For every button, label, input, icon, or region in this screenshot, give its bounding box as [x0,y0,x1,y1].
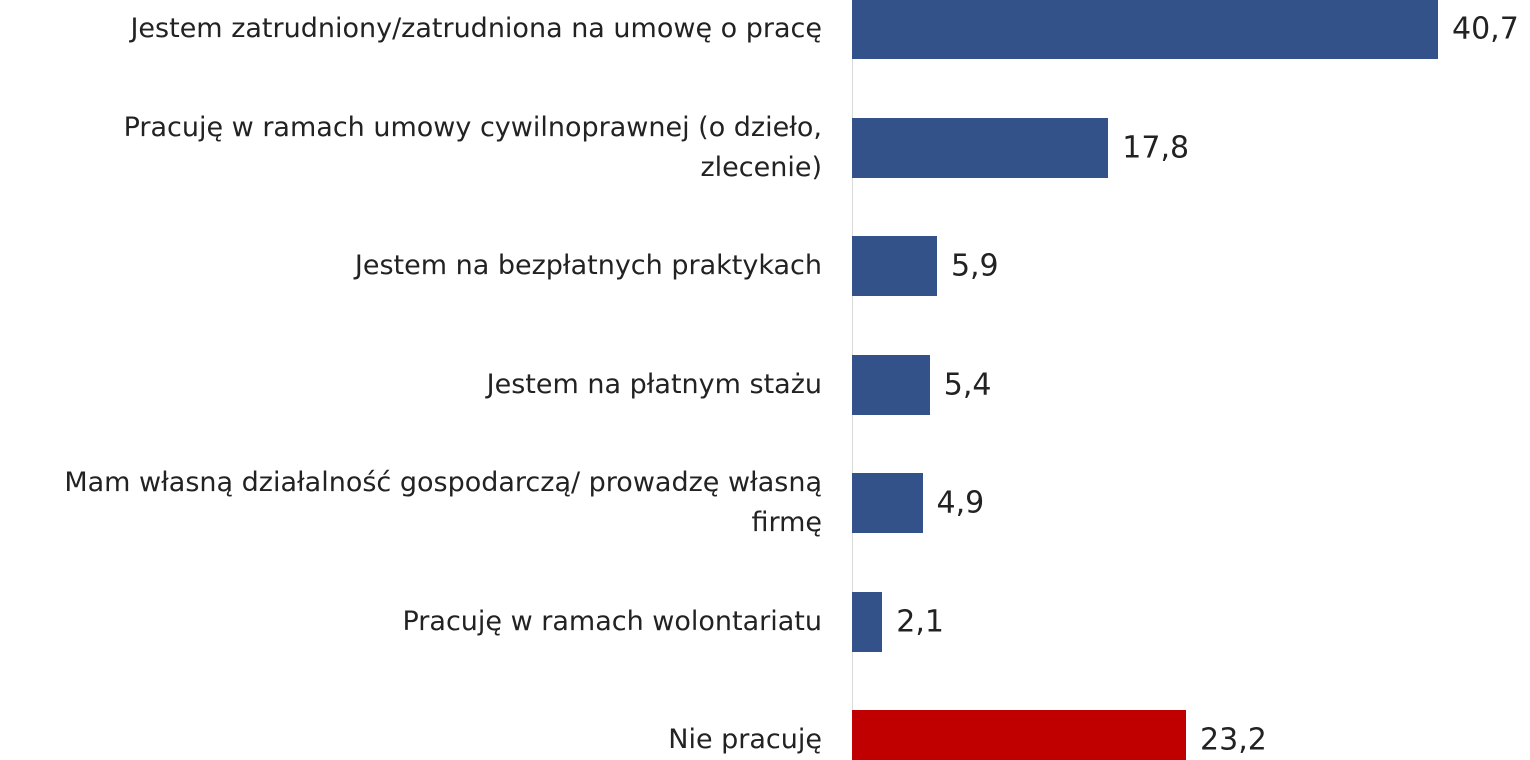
category-label: Mam własną działalność gospodarczą/ prow… [64,467,822,538]
bar [852,473,923,533]
value-label: 5,4 [943,367,992,402]
bar [852,354,930,415]
category-label: Nie pracuję [668,724,822,755]
bar [852,117,1109,178]
category-label: Pracuję w ramach umowy cywilnoprawnej (o… [123,111,822,183]
value-label: 5,9 [950,248,999,284]
value-label: 23,2 [1200,722,1267,758]
value-label: 4,9 [936,485,985,521]
value-label: 17,8 [1122,130,1190,165]
value-label: 2,1 [896,604,944,639]
bar [852,591,883,652]
value-label: 40,7 [1452,11,1519,47]
category-label: Jestem na bezpłatnych praktykach [354,250,822,281]
category-label: Jestem na płatnym stażu [486,368,822,400]
bar [852,236,937,296]
bar [852,710,1187,760]
category-label: Jestem zatrudniony/zatrudniona na umowę … [130,13,822,44]
category-label: Pracuję w ramach wolontariatu [402,605,822,637]
bar [852,0,1438,59]
